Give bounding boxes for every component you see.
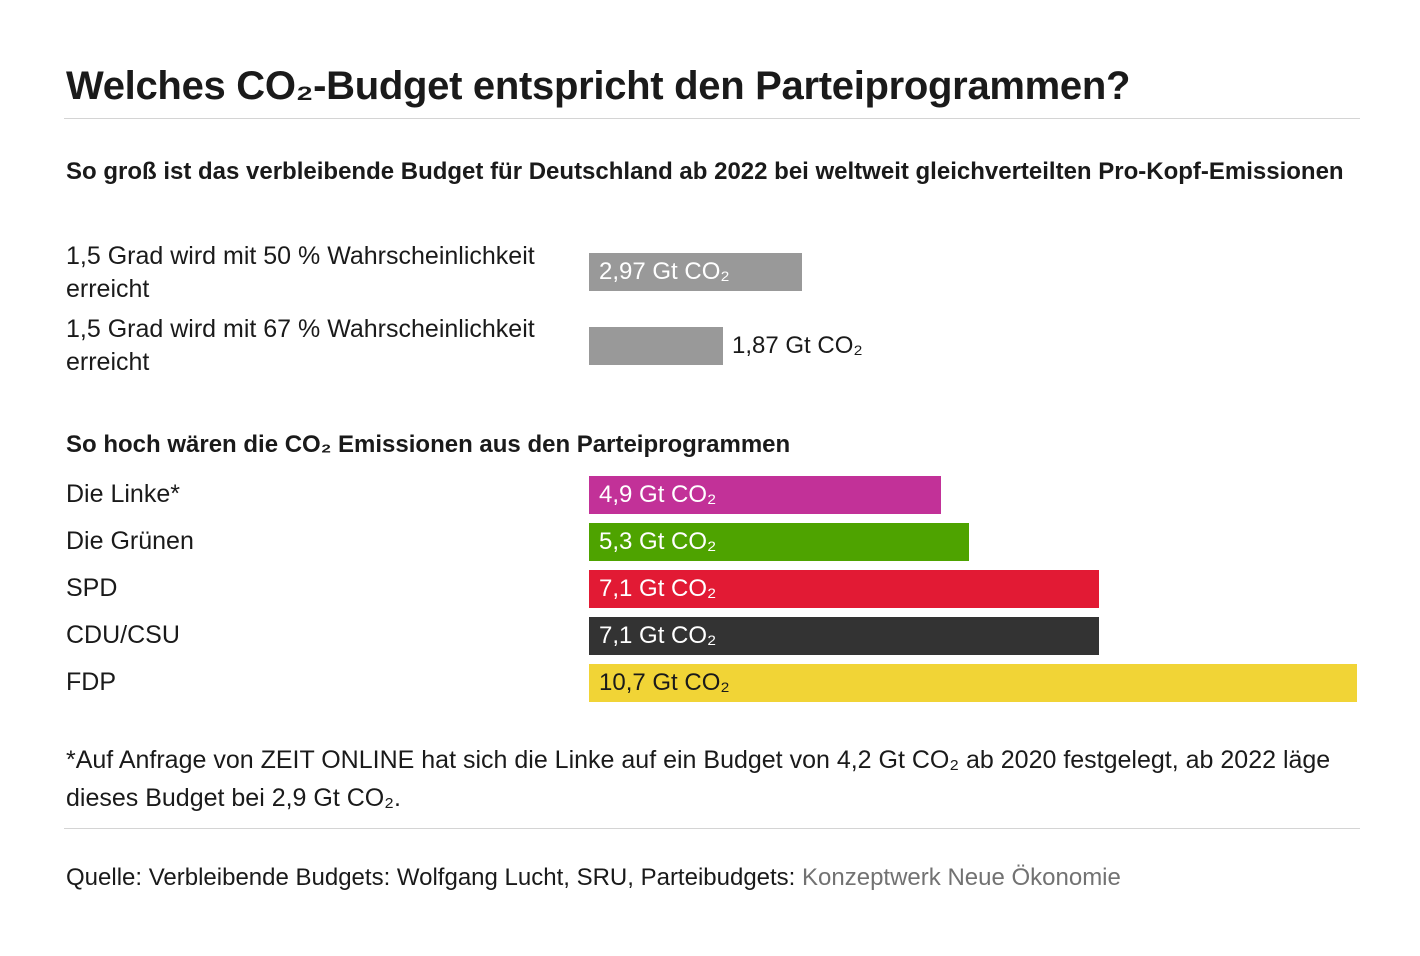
row-label: 1,5 Grad wird mit 67 % Wahrscheinlichkei…: [66, 315, 535, 376]
row-label: 1,5 Grad wird mit 50 % Wahrscheinlichkei…: [66, 242, 535, 303]
title-divider: [64, 118, 1360, 119]
bar-spd: [589, 570, 1099, 608]
source-text: Quelle: Verbleibende Budgets: Wolfgang L…: [66, 864, 803, 891]
bar-value-label: 10,7 Gt CO₂: [599, 669, 730, 696]
bar-value-label: 2,97 Gt CO₂: [599, 258, 730, 285]
bar-track: 7,1 Gt CO₂: [589, 570, 1357, 608]
bar-track: 10,7 Gt CO₂: [589, 664, 1357, 702]
bar-value-label: 4,9 Gt CO₂: [599, 481, 717, 508]
bar-value-label: 7,1 Gt CO₂: [599, 575, 717, 602]
bar-remaining-50: [589, 253, 802, 291]
footer-divider: [64, 828, 1360, 829]
row-label-fdp: FDP: [66, 668, 116, 696]
footnote: *Auf Anfrage von ZEIT ONLINE hat sich di…: [66, 746, 1331, 812]
row-label-spd: SPD: [66, 574, 118, 602]
bar-gruene: [589, 523, 969, 561]
row-label-linke: Die Linke*: [66, 480, 180, 508]
chart-title: Welches CO₂-Budget entspricht den Partei…: [66, 64, 1131, 108]
source-link[interactable]: Konzeptwerk Neue Ökonomie: [802, 864, 1121, 891]
source-line: Quelle: Verbleibende Budgets: Wolfgang L…: [66, 860, 1121, 896]
bar-value-label: 1,87 Gt CO₂: [732, 332, 863, 359]
bar-track: 4,9 Gt CO₂: [589, 476, 1357, 514]
bar-linke: [589, 476, 941, 514]
row-label-cdu-csu: CDU/CSU: [66, 621, 180, 649]
bar-remaining-67: [589, 327, 723, 365]
section-heading-party-emissions: So hoch wären die CO₂ Emissionen aus den…: [66, 431, 791, 458]
bar-track: 5,3 Gt CO₂: [589, 523, 1357, 561]
bar-value-label: 5,3 Gt CO₂: [599, 528, 717, 555]
section-heading-remaining-budget: So groß ist das verbleibende Budget für …: [66, 158, 1344, 185]
bar-track: 1,87 Gt CO₂: [589, 327, 1357, 365]
bar-track: 2,97 Gt CO₂: [589, 253, 1357, 291]
bar-cdu-csu: [589, 617, 1099, 655]
bar-value-label: 7,1 Gt CO₂: [599, 622, 717, 649]
bar-track: 7,1 Gt CO₂: [589, 617, 1357, 655]
row-label-gruene: Die Grünen: [66, 527, 194, 555]
bar-fdp: [589, 664, 1357, 702]
